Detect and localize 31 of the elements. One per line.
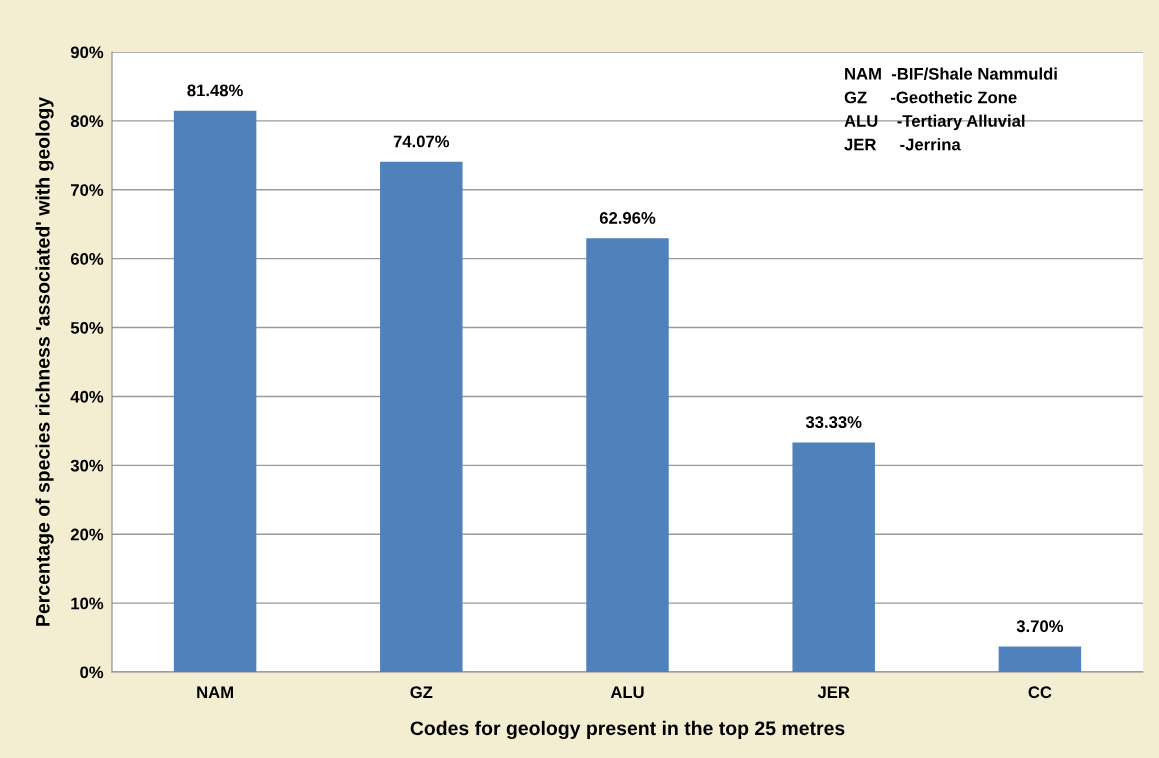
y-axis-title: Percentage of species richness 'associated' with geology bbox=[35, 97, 54, 626]
y-tick-label: 0% bbox=[80, 666, 104, 679]
y-tick-label: 90% bbox=[70, 46, 104, 59]
x-tick-label: CC bbox=[1028, 686, 1052, 699]
annotation: GZ -Geothetic Zone bbox=[844, 91, 1017, 104]
y-tick-label: 80% bbox=[70, 115, 104, 128]
x-tick-label: JER bbox=[817, 686, 850, 699]
bar bbox=[586, 238, 669, 672]
y-tick-label: 40% bbox=[70, 390, 104, 403]
x-axis-title: Codes for geology present in the top 25 metres bbox=[410, 720, 845, 740]
bar bbox=[792, 442, 875, 672]
y-tick-label: 20% bbox=[70, 528, 104, 541]
data-label: 3.70% bbox=[1016, 620, 1064, 633]
y-tick-label: 70% bbox=[71, 184, 104, 196]
data-label: 81.48% bbox=[187, 84, 243, 97]
annotation: NAM -BIF/Shale Nammuldi bbox=[845, 67, 1057, 80]
y-tick-label: 30% bbox=[70, 459, 104, 472]
y-tick-label: 50% bbox=[70, 321, 104, 334]
bar bbox=[380, 161, 463, 672]
bar bbox=[998, 646, 1082, 672]
x-tick-label: ALU bbox=[610, 686, 644, 699]
x-tick-label: GZ bbox=[410, 686, 433, 699]
bar bbox=[173, 110, 257, 672]
data-label: 74.07% bbox=[393, 135, 450, 148]
data-label: 62.96% bbox=[599, 212, 656, 224]
annotation: ALU -Tertiary Alluvial bbox=[844, 114, 1025, 131]
y-tick-label: 60% bbox=[70, 253, 104, 265]
x-tick-label: NAM bbox=[197, 686, 233, 698]
annotation: JER -Jerrina bbox=[844, 138, 961, 151]
y-tick-label: 10% bbox=[71, 597, 104, 610]
data-label: 33.33% bbox=[805, 416, 862, 429]
